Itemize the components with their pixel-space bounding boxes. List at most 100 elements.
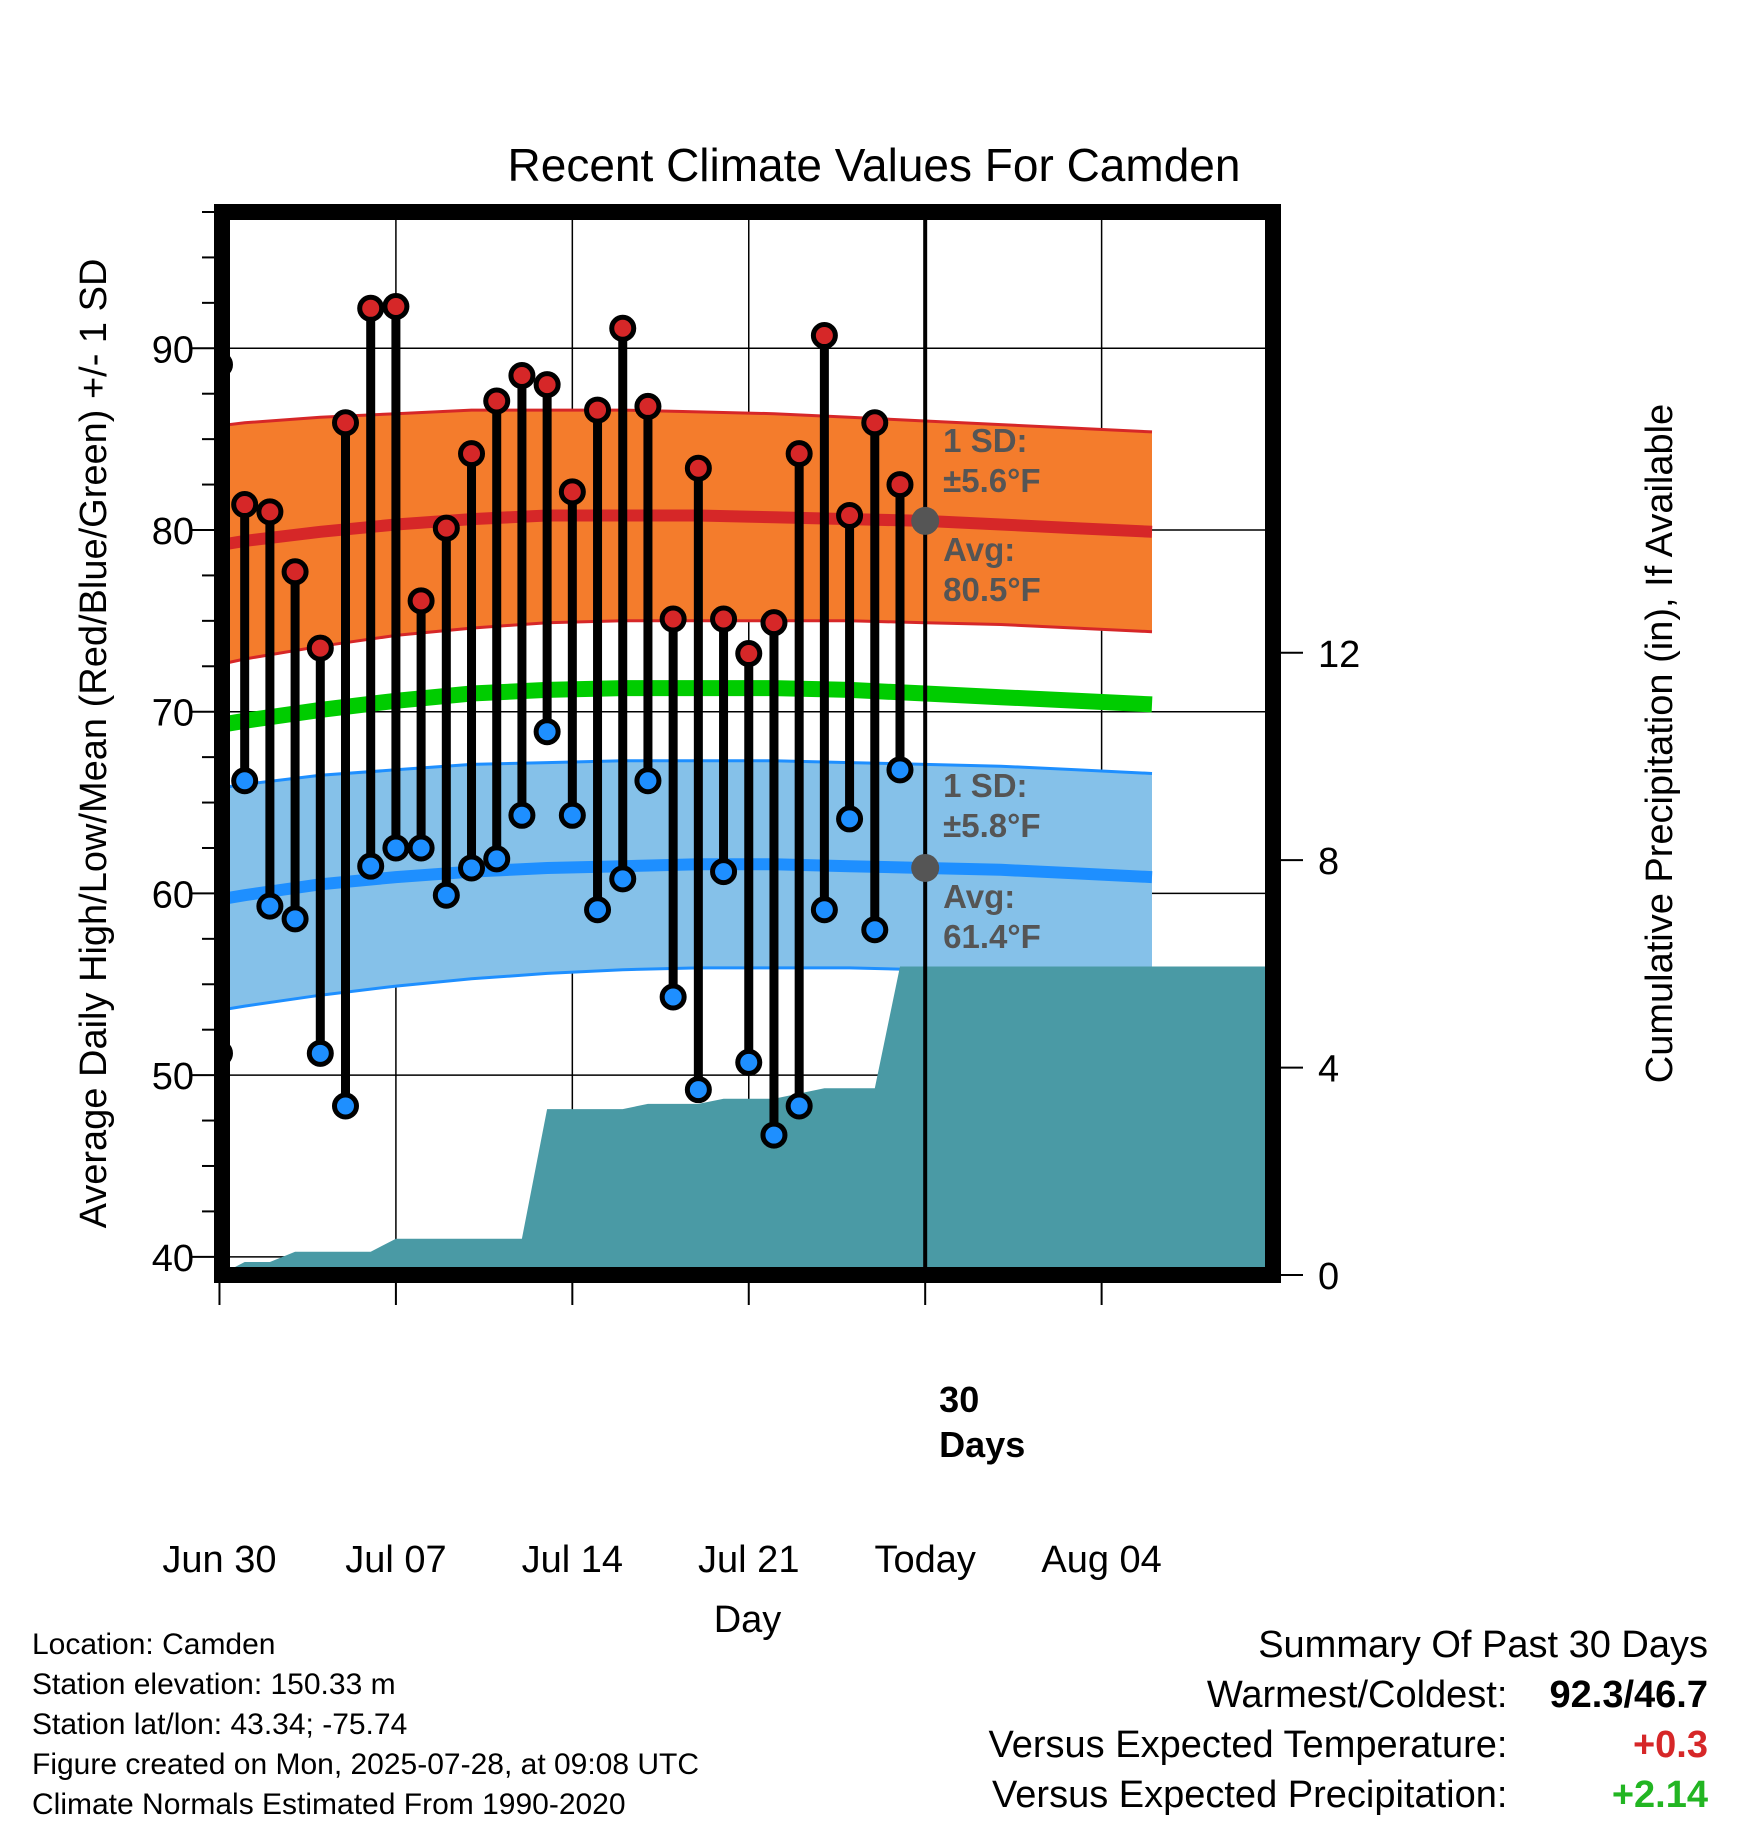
low-avg-annotation: Avg:: [943, 878, 1015, 915]
daily-high-point: [609, 314, 637, 342]
x-tick-label: Jul 07: [345, 1539, 446, 1581]
x-tick-label: Jun 30: [162, 1539, 276, 1581]
summary-row-precip: Versus Expected Precipitation: +2.14: [989, 1770, 1708, 1820]
y2-tick-label: 0: [1318, 1256, 1339, 1298]
y-tick-label: 70: [152, 693, 194, 735]
daily-high-point: [785, 440, 813, 468]
daily-high-point: [382, 292, 410, 320]
daily-low-point: [886, 756, 914, 784]
low-sd-annotation: ±5.8°F: [943, 807, 1040, 844]
warmest-value: 92.3/46.7: [1549, 1674, 1708, 1716]
station-info: Location: Camden Station elevation: 150.…: [32, 1625, 699, 1825]
high-normal-line: [222, 509, 1153, 551]
daily-high-point: [634, 392, 662, 420]
summary-heading: Summary Of Past 30 Days: [1258, 1624, 1708, 1666]
daily-high-point: [231, 491, 259, 519]
daily-high-point: [306, 634, 334, 662]
y-tick-label: 50: [152, 1056, 194, 1098]
today-high-avg-marker: [911, 506, 940, 535]
daily-low-point: [684, 1076, 712, 1104]
daily-low-point: [331, 1092, 359, 1120]
daily-low-point: [483, 845, 511, 873]
y-tick-label: 40: [152, 1238, 194, 1280]
window-days-label: 30: [939, 1379, 979, 1420]
daily-high-point: [735, 640, 763, 668]
low-sd-annotation: 1 SD:: [943, 767, 1027, 804]
daily-high-point: [407, 587, 435, 615]
y-tick-label: 80: [152, 511, 194, 553]
x-tick-label: Today: [874, 1539, 975, 1581]
daily-high-point: [357, 294, 385, 322]
daily-high-point: [508, 362, 536, 390]
daily-high-point: [331, 409, 359, 437]
daily-low-point: [558, 801, 586, 829]
daily-bars-layer: [222, 292, 914, 1149]
daily-high-point: [760, 609, 788, 637]
low-normal-line: [222, 858, 1153, 906]
high-sd-annotation: 1 SD:: [943, 422, 1027, 459]
daily-low-point: [861, 916, 889, 944]
precip-value: +2.14: [1611, 1774, 1708, 1816]
precip-layer: [222, 966, 1273, 1275]
temp-label: Versus Expected Temperature:: [988, 1724, 1508, 1766]
window-days-label: Days: [939, 1424, 1025, 1465]
y2-tick-label: 12: [1318, 634, 1360, 676]
daily-low-point: [508, 801, 536, 829]
y2-tick-label: 8: [1318, 841, 1339, 883]
low-upper-line: [222, 759, 1153, 790]
high-avg-annotation: Avg:: [943, 531, 1015, 568]
daily-high-point: [810, 322, 838, 350]
daily-high-point: [432, 514, 460, 542]
daily-low-point: [609, 865, 637, 893]
high-sd-band: [222, 410, 1152, 664]
daily-high-point: [558, 478, 586, 506]
daily-low-point: [634, 767, 662, 795]
daily-low-point: [382, 834, 410, 862]
warmest-label: Warmest/Coldest:: [1206, 1674, 1508, 1716]
x-tick-label: Jul 21: [698, 1539, 799, 1581]
latlon-text: Station lat/lon: 43.34; -75.74: [32, 1708, 408, 1741]
daily-high-point: [861, 409, 889, 437]
daily-low-point: [836, 805, 864, 833]
daily-low-point: [810, 896, 838, 924]
daily-low-point: [533, 718, 561, 746]
daily-high-point: [256, 498, 284, 526]
y-tick-label: 90: [152, 329, 194, 371]
summary-panel: Summary Of Past 30 Days Warmest/Coldest:…: [989, 1620, 1708, 1820]
high-avg-annotation: 80.5°F: [943, 571, 1041, 608]
high-sd-annotation: ±5.6°F: [943, 462, 1040, 499]
low-avg-annotation: 61.4°F: [943, 918, 1041, 955]
created-text: Figure created on Mon, 2025-07-28, at 09…: [32, 1748, 700, 1781]
daily-low-point: [760, 1121, 788, 1149]
daily-high-point: [836, 501, 864, 529]
daily-low-point: [710, 858, 738, 886]
axes-layer: 40 50 60 70 80 90 0 4 8 12 Jun 30 Jul 07 Jul 14 Jul 2…: [73, 211, 1681, 1641]
location-text: Location: Camden: [32, 1628, 276, 1661]
x-tick-label: Aug 04: [1041, 1539, 1161, 1581]
precip-label: Versus Expected Precipitation:: [992, 1774, 1508, 1816]
daily-low-point: [785, 1092, 813, 1120]
daily-low-point: [231, 767, 259, 795]
precip-area: [222, 966, 1273, 1275]
daily-low-point: [306, 1039, 334, 1067]
daily-low-point: [659, 983, 687, 1011]
daily-low-point: [357, 852, 385, 880]
x-tick-label: Jul 14: [522, 1539, 623, 1581]
daily-high-point: [684, 454, 712, 482]
daily-low-point: [584, 896, 612, 924]
y2-axis-label: Cumulative Precipitation (in), If Availa…: [1639, 404, 1681, 1083]
today-low-avg-marker: [911, 853, 940, 882]
daily-high-point: [281, 558, 309, 586]
plot-frame: [214, 204, 1281, 1283]
x-axis-label: Day: [714, 1599, 782, 1641]
daily-low-point: [432, 881, 460, 909]
temp-value: +0.3: [1632, 1724, 1708, 1766]
y-axis-label: Average Daily High/Low/Mean (Red/Blue/Gr…: [73, 259, 115, 1229]
daily-low-point: [256, 892, 284, 920]
normals-text: Climate Normals Estimated From 1990-2020: [32, 1788, 626, 1821]
daily-high-point: [659, 605, 687, 633]
summary-row-warmest: Warmest/Coldest: 92.3/46.7: [989, 1670, 1708, 1720]
low-sd-band: [222, 760, 1152, 1010]
